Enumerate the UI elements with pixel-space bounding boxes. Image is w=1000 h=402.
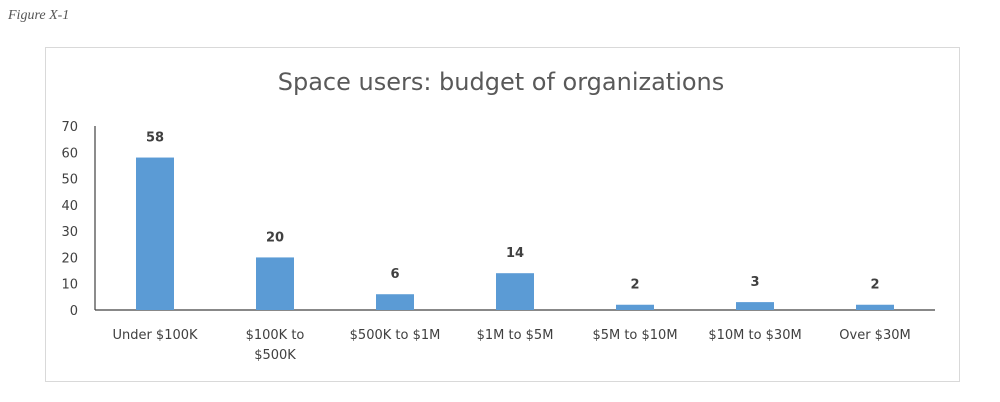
bar bbox=[376, 294, 414, 310]
y-tick-label: 10 bbox=[61, 278, 78, 293]
y-tick-label: 70 bbox=[61, 120, 78, 135]
y-tick-label: 40 bbox=[61, 199, 78, 214]
chart-title: Space users: budget of organizations bbox=[278, 68, 725, 96]
y-tick-label: 50 bbox=[61, 173, 78, 188]
bar-data-label: 3 bbox=[750, 275, 759, 290]
bar-data-label: 2 bbox=[870, 278, 879, 293]
bar bbox=[136, 157, 174, 310]
chart-labels: 0 10 20 30 40 50 60 70 58 Under $100K 20 $100K to $5… bbox=[61, 120, 910, 363]
x-category-label: Under $100K bbox=[112, 328, 198, 343]
x-category-label: $1M to $5M bbox=[477, 328, 554, 343]
y-tick-label: 0 bbox=[70, 304, 78, 319]
x-category-label: $5M to $10M bbox=[592, 328, 677, 343]
x-category-label: $500K to $1M bbox=[350, 328, 441, 343]
bar bbox=[616, 304, 654, 310]
bar-data-label: 58 bbox=[146, 131, 164, 146]
bar bbox=[496, 273, 534, 310]
figure-label: Figure X-1 bbox=[8, 8, 70, 23]
bar-data-label: 14 bbox=[506, 246, 524, 261]
bar-data-label: 20 bbox=[266, 230, 284, 245]
y-tick-label: 20 bbox=[61, 251, 78, 266]
bar-data-label: 2 bbox=[630, 278, 639, 293]
bar-data-label: 6 bbox=[390, 267, 399, 282]
bar bbox=[736, 302, 774, 310]
x-category-label: $10M to $30M bbox=[708, 328, 801, 343]
y-tick-label: 60 bbox=[61, 146, 78, 161]
chart-frame bbox=[45, 47, 960, 382]
bar bbox=[856, 304, 894, 310]
y-tick-label: 30 bbox=[61, 225, 78, 240]
bar bbox=[256, 257, 294, 310]
chart-bars bbox=[136, 157, 894, 310]
x-category-label: $100K to $500K bbox=[246, 328, 305, 363]
x-category-label: Over $30M bbox=[839, 328, 910, 343]
